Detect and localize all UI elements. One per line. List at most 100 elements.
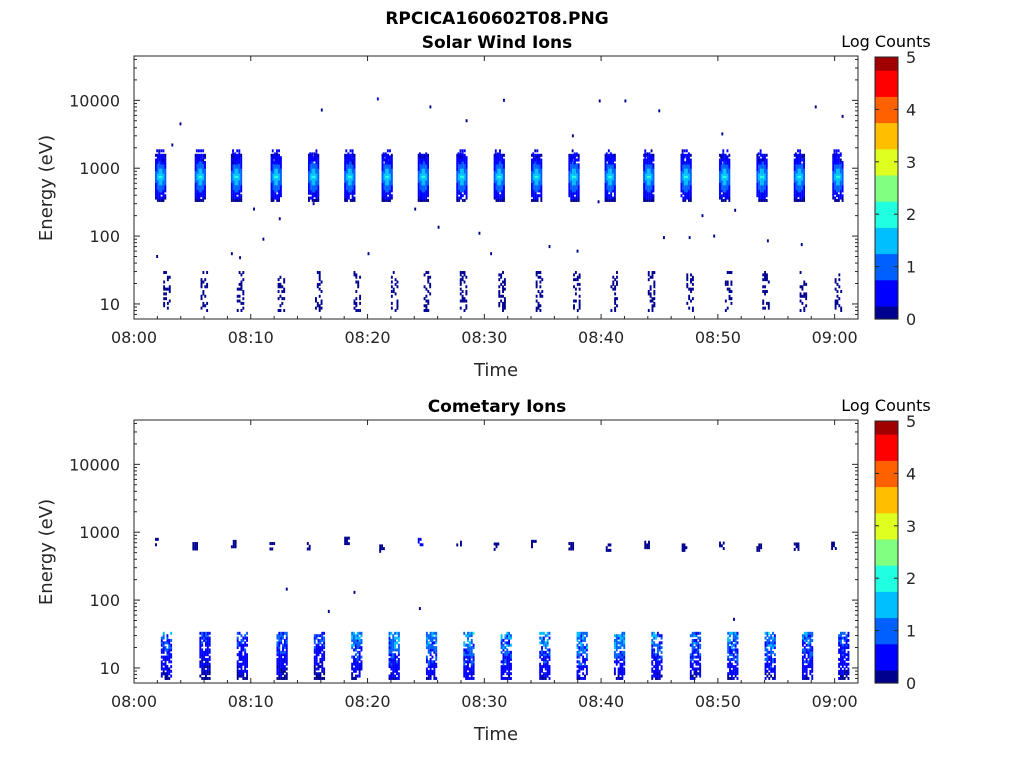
proton-beam-cell [238,179,241,183]
low-energy-cell [356,674,359,678]
low-energy-cell [693,641,696,645]
alpha-beam-cell [494,161,497,165]
low-energy-cell [163,304,166,308]
proton-beam-cell [726,189,729,193]
proton-beam-cell [572,160,575,164]
proton-beam-cell [383,172,386,176]
low-energy-cell [206,285,209,289]
low-energy-cell [728,290,731,294]
alpha-beam-cell [232,155,234,159]
proton-beam-cell [460,179,462,183]
proton-beam-cell [837,198,840,202]
background-count-cell [503,98,505,102]
proton-beam-cell [841,177,844,181]
proton-beam-cell [460,175,462,179]
low-energy-cell [353,273,356,277]
low-energy-cell [205,643,207,647]
low-energy-cell [463,273,466,277]
low-energy-cell [578,662,581,666]
mid-energy-cell [497,542,500,546]
low-energy-cell [280,653,283,657]
proton-beam-cell [758,163,761,167]
low-energy-cell [429,676,432,680]
proton-beam-cell [158,184,161,188]
proton-beam-cell [604,196,607,200]
proton-beam-cell [612,158,614,162]
proton-beam-cell [643,153,646,157]
low-energy-cell [803,636,806,640]
low-energy-cell [429,648,432,652]
low-energy-cell [658,655,661,659]
low-energy-cell [427,646,430,650]
low-energy-cell [693,650,696,654]
low-energy-cell [397,667,400,671]
proton-beam-cell [390,168,393,172]
proton-beam-cell [608,194,611,198]
low-energy-cell [506,662,509,666]
low-energy-cell [200,280,203,284]
low-energy-cell [431,669,434,673]
proton-beam-cell [572,163,575,167]
low-energy-cell [655,657,657,661]
proton-beam-cell [726,179,729,183]
low-energy-cell [655,636,657,640]
low-energy-cell [623,636,626,640]
low-energy-cell [465,665,468,669]
low-energy-cell [468,667,471,671]
proton-beam-cell [385,163,388,167]
low-energy-cell [240,669,243,673]
low-energy-cell [803,282,806,286]
low-energy-cell [472,631,475,635]
proton-beam-cell [687,189,690,193]
proton-beam-cell [230,158,233,162]
proton-beam-cell [419,168,422,172]
proton-beam-cell [236,182,239,186]
x-tick-label: 08:00 [111,328,157,347]
low-energy-cell [164,655,167,659]
proton-beam-cell [687,182,690,186]
proton-beam-cell [389,165,391,169]
proton-beam-cell [274,182,277,186]
low-energy-cell [318,282,321,286]
low-energy-cell [472,662,475,666]
low-energy-cell [807,641,810,645]
low-energy-cell [542,655,545,659]
low-energy-cell [621,662,624,666]
proton-beam-cell [728,170,731,174]
low-energy-cell [614,285,617,289]
proton-beam-cell [344,175,347,179]
proton-beam-cell [465,158,468,162]
proton-beam-cell [645,189,647,193]
proton-beam-cell [684,179,687,183]
low-energy-cell [544,674,547,678]
low-energy-cell [429,662,432,666]
low-energy-cell [323,667,326,671]
proton-beam-cell [604,168,607,172]
low-energy-cell [358,653,361,657]
proton-beam-cell [421,177,424,181]
low-energy-cell [734,655,737,659]
proton-beam-cell [234,172,237,176]
proton-beam-cell [501,184,504,188]
proton-beam-cell [317,184,320,188]
low-energy-cell [392,660,395,664]
low-energy-cell [614,292,617,296]
low-energy-cell [535,280,538,284]
proton-beam-cell [311,168,314,172]
low-energy-cell [845,672,848,676]
low-energy-cell [546,631,549,635]
low-energy-cell [463,309,466,313]
alpha-beam-cell [607,155,610,159]
mid-energy-cell [196,542,199,546]
proton-beam-cell [381,187,384,191]
alpha-beam-cell [351,158,354,162]
alpha-beam-cell [457,152,460,156]
low-energy-cell [658,674,661,678]
low-energy-cell [242,660,245,664]
low-energy-cell [356,646,359,650]
proton-beam-cell [194,163,197,167]
proton-beam-cell [497,172,500,176]
proton-beam-cell [230,172,233,176]
low-energy-cell [472,657,475,661]
colorbar-segment [875,188,898,193]
